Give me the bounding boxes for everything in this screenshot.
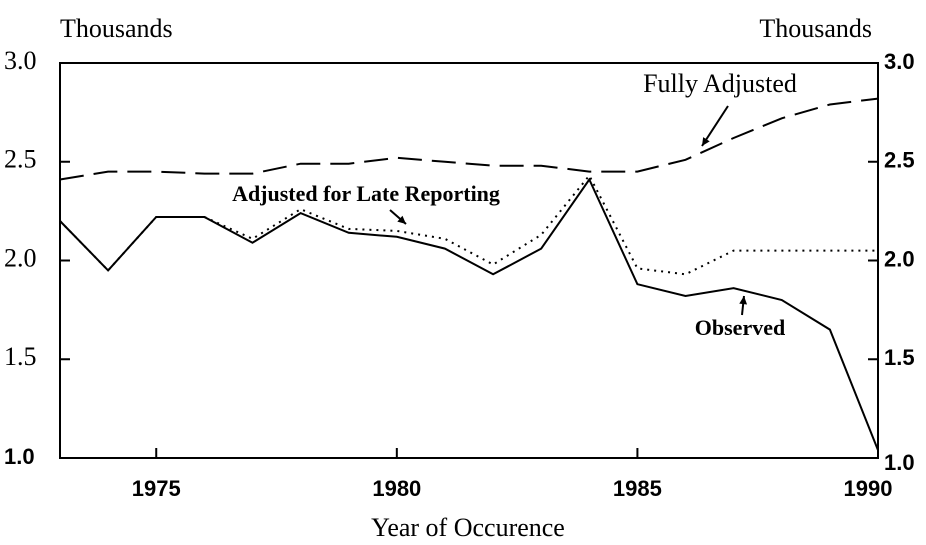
y2-tick-label: 2.0 (884, 246, 915, 271)
x-tick-label: 1985 (613, 476, 662, 501)
arrow-head (397, 215, 406, 224)
x-tick-label: 1975 (132, 476, 181, 501)
series-line (59, 97, 879, 181)
series-annotation: Observed (695, 315, 785, 340)
y2-tick-label: 2.5 (884, 148, 915, 173)
y-tick-label: 3.0 (4, 46, 37, 75)
y2-tick-label: 1.0 (884, 450, 915, 475)
y-tick-label: 1.0 (4, 444, 35, 469)
y-axis-label: Thousands (60, 14, 173, 43)
x-tick-label: 1980 (372, 476, 421, 501)
series-annotation: Adjusted for Late Reporting (232, 181, 500, 206)
x-axis-label: Year of Occurence (371, 513, 565, 542)
y2-axis-label: Thousands (759, 14, 872, 43)
y-tick-label: 2.5 (4, 145, 37, 174)
y-tick-label: 1.5 (4, 342, 37, 371)
series-line (59, 177, 879, 451)
arrow-head (739, 296, 748, 305)
y2-tick-label: 3.0 (884, 49, 915, 74)
series-annotation: Fully Adjusted (643, 69, 797, 98)
y-tick-label: 2.0 (4, 243, 37, 272)
x-tick-label: 1990 (844, 476, 893, 501)
y2-tick-label: 1.5 (884, 345, 915, 370)
arrow-head (702, 137, 710, 146)
